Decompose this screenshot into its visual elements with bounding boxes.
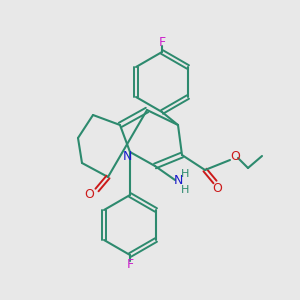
Text: N: N (122, 149, 132, 163)
Text: N: N (173, 173, 183, 187)
Text: H: H (181, 169, 189, 179)
Text: F: F (158, 35, 166, 49)
Text: O: O (84, 188, 94, 200)
Text: H: H (181, 185, 189, 195)
Text: F: F (126, 259, 134, 272)
Text: O: O (230, 151, 240, 164)
Text: O: O (212, 182, 222, 196)
